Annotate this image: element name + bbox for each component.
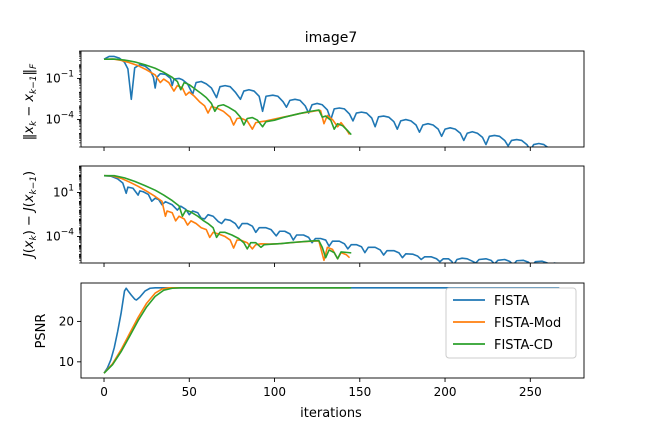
x-tick-label: 100 (263, 385, 286, 399)
y-axis-label-step-size: ‖xk − xk−1‖F (22, 63, 39, 140)
legend-box (445, 287, 577, 359)
x-tick-label: 150 (348, 385, 371, 399)
y-tick-label: 20 (59, 314, 74, 328)
axes-frame (80, 282, 585, 379)
legend-label-fista-cd: FISTA-CD (494, 338, 553, 353)
legend: FISTA FISTA-Mod FISTA-CD (445, 287, 577, 359)
series-line-fista-mod (103, 287, 350, 374)
y-tick-label: 101 (53, 183, 74, 199)
x-tick-label: 0 (100, 385, 108, 399)
x-tick-label: 250 (519, 385, 542, 399)
chart-title: image7 (305, 30, 358, 46)
y-tick-label: 10−4 (45, 111, 74, 127)
legend-label-fista: FISTA (494, 294, 529, 309)
axes-frame (80, 165, 585, 264)
axes-psnr: 0 50 100 150 200 250 10 20 (59, 282, 585, 399)
y-tick-label: 10−4 (45, 228, 74, 244)
legend-label-fista-mod: FISTA-Mod (494, 316, 561, 331)
series-line-fista-cd (103, 287, 352, 374)
series-line-fista-cd (104, 58, 352, 136)
x-tick-label: 50 (182, 385, 197, 399)
y-axis-label-psnr: PSNR (34, 314, 49, 349)
y-tick-label: 10 (59, 355, 74, 369)
y-tick-label: 10−1 (45, 69, 74, 85)
axes-objective-change: 101 10−4 (45, 165, 585, 267)
series-line-fista (103, 55, 549, 147)
y-axis-label-objective-change: J(xk) − J(xk−1) (22, 171, 39, 260)
x-tick-label: 200 (434, 385, 457, 399)
series-line-fista-cd (104, 174, 352, 260)
axes-frame (80, 50, 585, 148)
series-line-fista-mod (103, 174, 351, 262)
x-axis-label: iterations (300, 406, 362, 421)
series-line-fista (103, 174, 560, 263)
series-line-fista-mod (103, 58, 351, 136)
axes-step-size: 10−1 10−4 (45, 50, 585, 151)
